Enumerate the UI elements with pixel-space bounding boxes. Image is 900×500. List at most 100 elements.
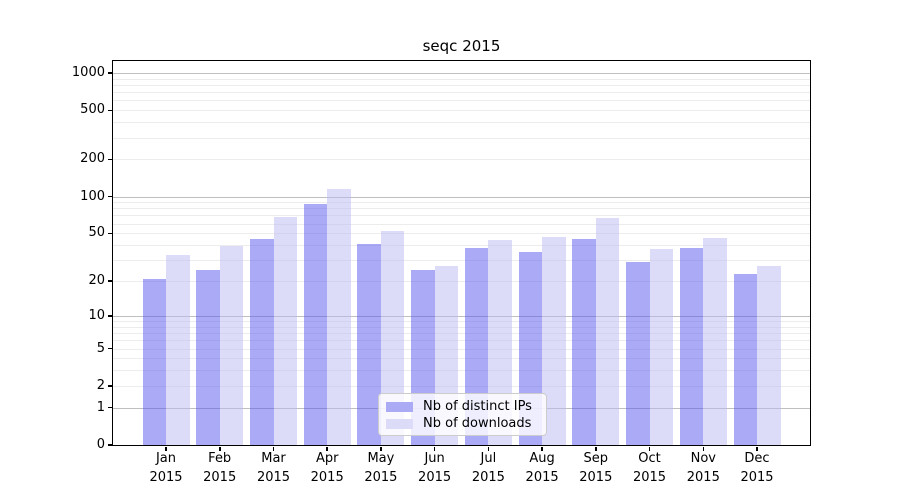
bar-downloads	[273, 217, 297, 445]
gridline-minor	[113, 215, 810, 217]
bar-distinct-ips	[733, 273, 757, 445]
chart-title: seqc 2015	[422, 37, 501, 55]
bar-distinct-ips	[357, 243, 381, 445]
gridline-minor	[113, 137, 810, 139]
y-axis-tick	[107, 406, 112, 409]
gridline-minor	[113, 110, 810, 112]
y-axis-tick	[107, 385, 112, 387]
bar-downloads	[327, 189, 351, 445]
bar-distinct-ips	[679, 247, 704, 445]
y-axis-tick	[107, 109, 112, 111]
y-axis-tick	[107, 444, 112, 446]
x-axis-tick	[702, 446, 704, 451]
gridline-minor	[113, 122, 810, 124]
gridline-minor	[113, 326, 810, 328]
gridline-minor	[113, 159, 810, 161]
y-tick-label: 0	[96, 437, 105, 452]
gridline-minor	[113, 78, 810, 80]
bar-downloads	[219, 246, 244, 445]
bar-downloads	[380, 231, 405, 445]
gridline-minor	[113, 370, 810, 372]
y-tick-label: 2	[96, 377, 105, 393]
y-axis-tick	[107, 195, 112, 198]
legend-swatch-distinct-ips	[386, 401, 413, 412]
y-axis-tick	[107, 347, 112, 350]
y-axis-tick	[107, 315, 112, 317]
x-axis-tick	[433, 446, 436, 451]
y-tick-label: 10	[88, 307, 105, 323]
gridline-minor	[113, 333, 810, 334]
x-axis-tick	[380, 446, 382, 451]
gridline-minor	[113, 202, 810, 204]
gridline-minor	[113, 245, 810, 246]
legend-item-downloads: Nb of downloads	[386, 415, 538, 432]
legend: Nb of distinct IPs Nb of downloads	[378, 393, 547, 436]
bar-distinct-ips	[626, 261, 650, 445]
bar-distinct-ips	[142, 278, 166, 445]
bar-downloads	[757, 265, 781, 445]
x-axis-tick	[487, 446, 490, 451]
y-tick-label: 50	[88, 225, 105, 241]
x-axis-tick	[165, 446, 167, 451]
bar-distinct-ips	[303, 203, 328, 445]
gridline-major	[113, 72, 810, 74]
bar-downloads	[542, 236, 566, 445]
x-axis-tick	[326, 446, 328, 451]
gridline-minor	[113, 84, 810, 86]
bar-distinct-ips	[250, 238, 274, 445]
bar-downloads	[595, 217, 620, 445]
gridline-minor	[113, 223, 810, 225]
x-tick-label: Nov 2015	[686, 451, 720, 485]
x-tick-label: Jun 2015	[418, 451, 452, 485]
gridline-minor	[113, 358, 810, 360]
x-axis-tick	[541, 446, 543, 451]
x-tick-label: Sep 2015	[579, 451, 613, 485]
gridline-minor	[113, 100, 810, 102]
gridline-minor	[113, 233, 810, 235]
y-tick-label: 100	[80, 188, 105, 204]
x-tick-label: Dec 2015	[740, 451, 774, 485]
gridline-minor	[113, 208, 810, 210]
x-tick-label: Jul 2015	[471, 451, 505, 485]
y-tick-label: 500	[80, 102, 105, 118]
x-tick-label: Apr 2015	[310, 451, 344, 485]
x-axis-tick	[219, 446, 221, 451]
gridline-minor	[113, 92, 810, 94]
legend-item-distinct-ips: Nb of distinct IPs	[386, 398, 538, 415]
gridline-minor	[113, 340, 810, 342]
x-axis-tick	[756, 446, 758, 451]
y-axis-tick	[107, 232, 112, 234]
x-axis-tick	[648, 446, 651, 451]
gridline-major	[113, 196, 810, 198]
x-tick-label: Oct 2015	[632, 451, 667, 485]
plot-area: 0 1 2 5 10 20 50 100 200 500 1000 Jan 2015 Feb 2015 Mar…	[72, 60, 811, 485]
x-tick-label: May 2015	[364, 451, 398, 485]
gridline-minor	[113, 321, 810, 322]
bar-downloads	[649, 249, 673, 445]
gridline-minor	[113, 385, 810, 387]
y-axis-tick	[107, 158, 112, 161]
x-axis-tick	[272, 446, 275, 451]
y-tick-label: 5	[96, 340, 105, 356]
y-tick-label: 200	[80, 151, 105, 167]
gridline-major	[113, 315, 810, 317]
bar-distinct-ips	[196, 269, 220, 445]
bar-downloads	[166, 255, 190, 445]
y-axis-tick	[107, 72, 112, 74]
bar-downloads	[703, 237, 727, 445]
x-tick-label: Feb 2015	[203, 451, 237, 485]
gridline-minor	[113, 281, 810, 282]
legend-label-downloads: Nb of downloads	[423, 416, 532, 431]
y-axis-tick	[107, 280, 112, 282]
legend-swatch-downloads	[386, 418, 413, 429]
y-tick-label: 1000	[71, 64, 105, 80]
legend-label-distinct-ips: Nb of distinct IPs	[423, 399, 532, 414]
x-tick-label: Aug 2015	[525, 451, 559, 485]
gridline-minor	[113, 260, 810, 262]
y-tick-label: 1	[96, 399, 105, 415]
x-tick-label: Mar 2015	[256, 451, 291, 485]
gridline-minor	[113, 348, 810, 350]
y-tick-label: 20	[88, 273, 105, 288]
x-tick-label: Jan 2015	[149, 451, 183, 485]
